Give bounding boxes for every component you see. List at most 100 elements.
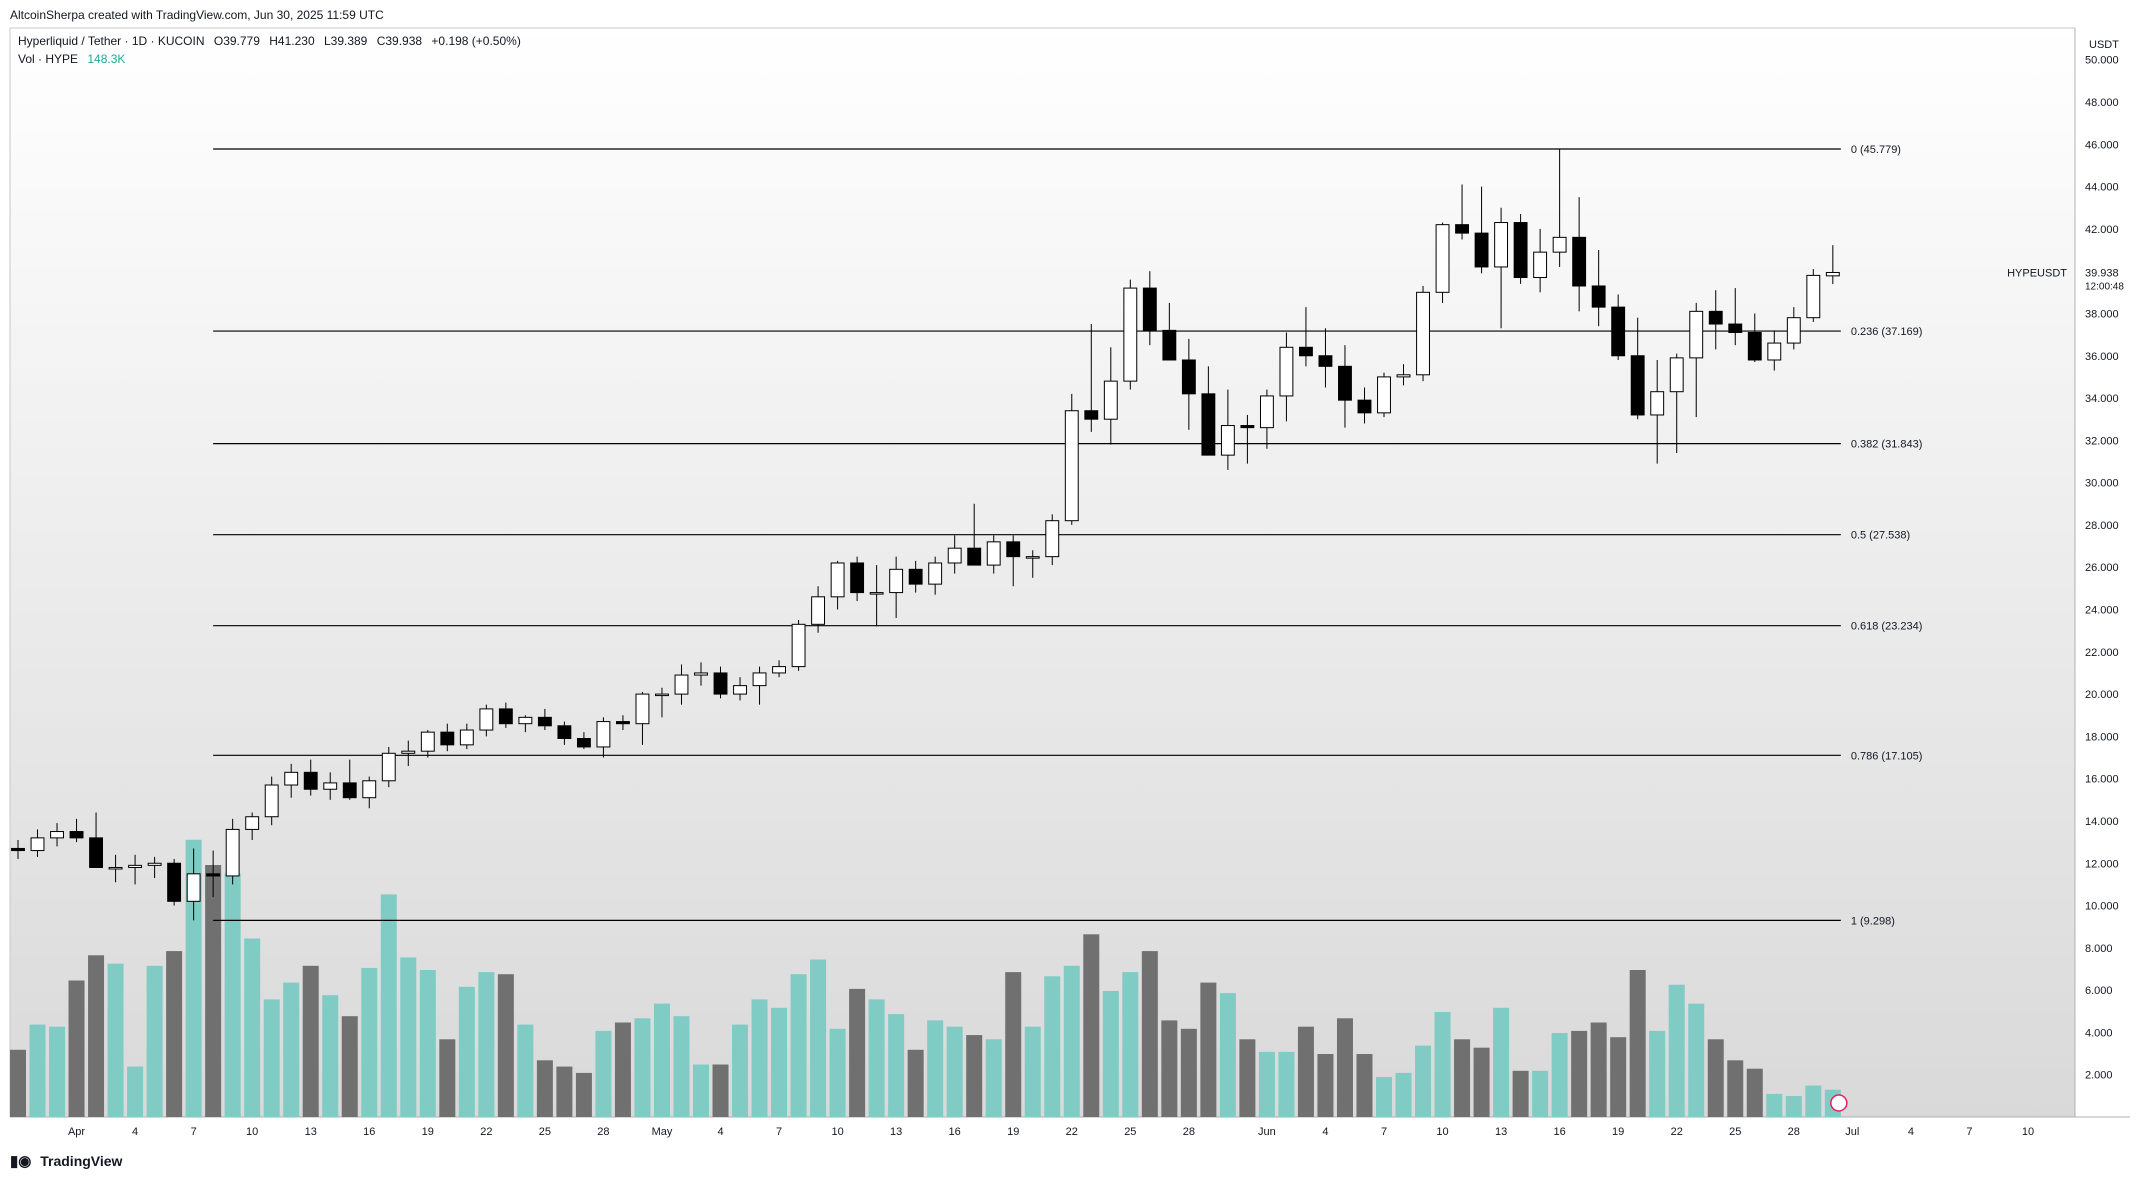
candle-body bbox=[69, 831, 84, 839]
y-tick-label: 50.000 bbox=[2085, 55, 2119, 67]
candle-body bbox=[537, 716, 552, 727]
volume-bar bbox=[9, 1049, 27, 1117]
candle-body bbox=[342, 782, 357, 799]
y-tick-label: 2.000 bbox=[2085, 1070, 2113, 1082]
candle-body bbox=[401, 750, 416, 754]
y-tick-label: 14.000 bbox=[2085, 816, 2119, 828]
x-tick-label: 16 bbox=[949, 1126, 961, 1138]
candle-body bbox=[967, 547, 982, 566]
y-tick-label: 4.000 bbox=[2085, 1027, 2113, 1039]
symbol-title: Hyperliquid / Tether · 1D · KUCOIN bbox=[18, 34, 205, 48]
fib-level-label: 0.618 (23.234) bbox=[1851, 621, 1923, 633]
volume-bar bbox=[556, 1066, 573, 1117]
candle-body bbox=[225, 828, 240, 877]
volume-bar bbox=[185, 839, 202, 1117]
candle-body bbox=[1181, 359, 1196, 395]
volume-bar bbox=[380, 894, 397, 1117]
volume-bar bbox=[1180, 1028, 1197, 1117]
candle-body bbox=[1220, 425, 1235, 456]
volume-bar bbox=[244, 938, 261, 1117]
fib-level-label: 0.382 (31.843) bbox=[1851, 439, 1923, 451]
volume-bar bbox=[283, 982, 300, 1117]
x-tick-label: 19 bbox=[1612, 1126, 1624, 1138]
candle-body bbox=[1338, 365, 1352, 401]
candle-body bbox=[518, 716, 533, 725]
candle-body bbox=[479, 708, 494, 731]
candle-body bbox=[1494, 222, 1509, 268]
candle-body bbox=[1728, 323, 1743, 333]
candle-body bbox=[1084, 410, 1099, 420]
x-tick-label: 28 bbox=[597, 1126, 609, 1138]
tradingview-logo[interactable]: ▮◉ TradingView bbox=[10, 1152, 122, 1170]
volume-bar bbox=[224, 873, 241, 1117]
candle-body bbox=[1201, 393, 1216, 456]
volume-bar bbox=[1219, 993, 1236, 1117]
y-tick-label: 8.000 bbox=[2085, 943, 2113, 955]
candle-body bbox=[928, 562, 943, 585]
volume-bar bbox=[868, 999, 885, 1117]
volume-bar bbox=[966, 1035, 983, 1117]
volume-bar bbox=[692, 1064, 710, 1117]
candle-body bbox=[128, 864, 143, 868]
candle-body bbox=[147, 862, 162, 866]
candle-body bbox=[323, 782, 338, 790]
volume-bar bbox=[1688, 1003, 1705, 1117]
volume-bar bbox=[1707, 1039, 1724, 1117]
y-tick-label: 24.000 bbox=[2085, 605, 2119, 617]
high-value: H41.230 bbox=[269, 34, 315, 48]
volume-bar bbox=[1551, 1033, 1568, 1117]
x-tick-label: 13 bbox=[1495, 1126, 1507, 1138]
plot-background bbox=[10, 28, 2075, 1117]
y-tick-label: 46.000 bbox=[2085, 139, 2119, 151]
volume-bar bbox=[458, 986, 475, 1117]
x-tick-label: 22 bbox=[480, 1126, 492, 1138]
volume-bar bbox=[49, 1026, 66, 1117]
candle-body bbox=[557, 725, 572, 739]
volume-bar bbox=[1122, 972, 1139, 1117]
candle-body bbox=[1259, 395, 1274, 429]
x-tick-label: 7 bbox=[1381, 1126, 1387, 1138]
candle-body bbox=[791, 623, 806, 668]
candle-body bbox=[459, 729, 474, 746]
volume-bar bbox=[107, 963, 124, 1117]
volume-value: 148.3K bbox=[87, 52, 126, 66]
volume-bar bbox=[1005, 972, 1022, 1117]
volume-bar bbox=[322, 995, 339, 1117]
x-tick-label: 22 bbox=[1671, 1126, 1683, 1138]
candle-body bbox=[1357, 399, 1372, 414]
y-tick-label: 12.000 bbox=[2085, 858, 2119, 870]
candle-body bbox=[1786, 317, 1801, 344]
x-tick-label: 16 bbox=[363, 1126, 375, 1138]
candle-body bbox=[440, 731, 455, 746]
x-tick-label: 25 bbox=[539, 1126, 551, 1138]
x-tick-label: 4 bbox=[132, 1126, 138, 1138]
last-price-countdown: 12:00:48 bbox=[2085, 281, 2124, 292]
candle-body bbox=[1650, 391, 1665, 416]
candle-body bbox=[1630, 355, 1645, 416]
x-tick-label: 25 bbox=[1729, 1126, 1741, 1138]
candle-body bbox=[1240, 425, 1255, 429]
x-tick-label: 4 bbox=[1322, 1126, 1328, 1138]
candle-body bbox=[947, 547, 962, 564]
x-tick-label: 28 bbox=[1788, 1126, 1800, 1138]
candle-body bbox=[772, 666, 786, 674]
y-tick-label: 44.000 bbox=[2085, 182, 2119, 194]
volume-bar bbox=[1766, 1093, 1783, 1117]
candle-body bbox=[1591, 285, 1606, 308]
volume-bar bbox=[361, 967, 378, 1117]
volume-bar bbox=[595, 1030, 612, 1117]
volume-bar bbox=[1727, 1060, 1744, 1117]
last-price-symbol: HYPEUSDT bbox=[2007, 267, 2067, 279]
volume-bar bbox=[849, 988, 866, 1117]
open-value: O39.779 bbox=[213, 34, 260, 48]
volume-bar bbox=[127, 1066, 144, 1117]
candle-body bbox=[50, 831, 64, 839]
x-tick-label: Apr bbox=[68, 1126, 85, 1138]
last-price-value: 39.938 bbox=[2085, 267, 2119, 279]
volume-bar bbox=[1415, 1045, 1432, 1117]
candle-body bbox=[1689, 310, 1704, 359]
volume-bar bbox=[1024, 1026, 1041, 1117]
volume-bar bbox=[1297, 1026, 1314, 1117]
